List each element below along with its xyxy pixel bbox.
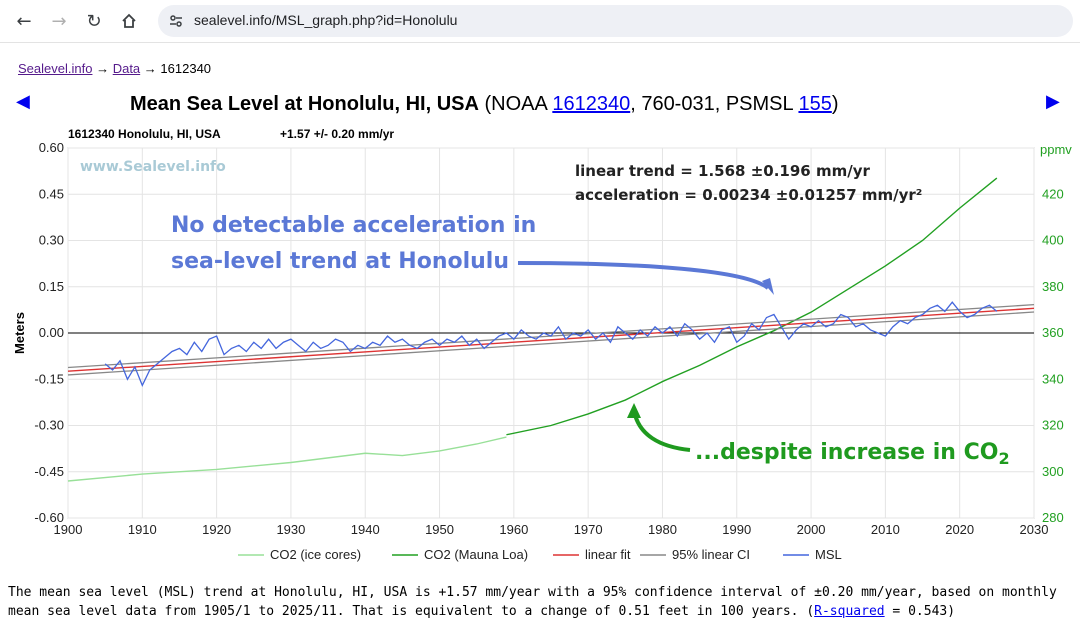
breadcrumb: Sealevel.info → Data → 1612340 bbox=[18, 61, 211, 76]
title-text: ) bbox=[831, 93, 839, 115]
summary-text: = 0.543) bbox=[884, 604, 956, 619]
series-msl bbox=[104, 301, 998, 388]
site-info-icon[interactable] bbox=[168, 13, 184, 29]
psmsl-station-link[interactable]: 155 bbox=[798, 93, 832, 115]
title-text: (NOAA bbox=[478, 93, 553, 115]
x-tick-label: 2010 bbox=[871, 522, 900, 537]
legend-label: CO2 (ice cores) bbox=[270, 547, 361, 562]
breadcrumb-separator: → bbox=[143, 61, 157, 76]
y2-tick-label: 360 bbox=[1042, 325, 1064, 340]
x-tick-label: 1930 bbox=[276, 522, 305, 537]
series-95-linear-ci-lower bbox=[67, 311, 1035, 376]
address-bar[interactable]: sealevel.info/MSL_graph.php?id=Honolulu bbox=[158, 5, 1073, 37]
y2-tick-label: 280 bbox=[1042, 510, 1064, 525]
y-tick-label: -0.60 bbox=[34, 510, 64, 525]
trend-summary: The mean sea level (MSL) trend at Honolu… bbox=[8, 583, 1074, 621]
title-text: , 760-031, PSMSL bbox=[630, 93, 799, 115]
annotation-arrow-msl bbox=[517, 261, 770, 290]
x-tick-label: 1910 bbox=[128, 522, 157, 537]
chart-header-rate: +1.57 +/- 0.20 mm/yr bbox=[280, 127, 394, 141]
y2-tick-label: 300 bbox=[1042, 464, 1064, 479]
back-arrow-icon[interactable]: ← bbox=[16, 10, 32, 32]
acceleration-label: acceleration = 0.00234 ±0.01257 mm/yr² bbox=[575, 186, 922, 204]
y-axis-label: Meters bbox=[12, 312, 27, 354]
annotation-no-acceleration-line2: sea-level trend at Honolulu bbox=[171, 249, 509, 274]
annotation-arrowhead-msl bbox=[762, 278, 774, 295]
y-tick-label: -0.15 bbox=[34, 371, 64, 386]
breadcrumb-data-link[interactable]: Data bbox=[112, 61, 141, 76]
x-tick-label: 2030 bbox=[1020, 522, 1049, 537]
summary-text: The mean sea level (MSL) trend at Honolu… bbox=[8, 585, 1057, 619]
page-title: Mean Sea Level at Honolulu, HI, USA (NOA… bbox=[130, 93, 839, 116]
x-tick-label: 1990 bbox=[722, 522, 751, 537]
x-tick-label: 1950 bbox=[425, 522, 454, 537]
annotation-co2-increase: ...despite increase in CO2 bbox=[695, 440, 1010, 468]
y-tick-label: 0.30 bbox=[39, 233, 64, 248]
tick-labels: 1900 1910 1920 1930 1940 1950 1960 1970 1980 1990… bbox=[34, 140, 1063, 537]
reload-icon[interactable]: ↻ bbox=[86, 10, 102, 32]
series-linear-fit bbox=[67, 307, 1035, 372]
x-tick-label: 1970 bbox=[574, 522, 603, 537]
breadcrumb-home-link[interactable]: Sealevel.info bbox=[18, 61, 93, 76]
watermark: www.Sealevel.info bbox=[80, 159, 226, 175]
y-tick-label: -0.45 bbox=[34, 464, 64, 479]
x-tick-label: 1900 bbox=[54, 522, 83, 537]
y2-tick-label: 400 bbox=[1042, 233, 1064, 248]
x-tick-label: 1960 bbox=[499, 522, 528, 537]
legend-label: CO2 (Mauna Loa) bbox=[424, 547, 528, 562]
y-tick-label: 0.45 bbox=[39, 186, 64, 201]
breadcrumb-separator: → bbox=[96, 61, 110, 76]
url-text[interactable]: sealevel.info/MSL_graph.php?id=Honolulu bbox=[194, 12, 458, 28]
breadcrumb-current: 1612340 bbox=[160, 61, 212, 76]
previous-station-arrow-icon[interactable]: ◀ bbox=[16, 91, 30, 112]
series-co2-mauna-loa bbox=[506, 177, 998, 436]
y-tick-label: -0.30 bbox=[34, 418, 64, 433]
title-station: Mean Sea Level at Honolulu, HI, USA bbox=[130, 93, 479, 115]
x-tick-label: 2020 bbox=[945, 522, 974, 537]
x-tick-label: 1940 bbox=[351, 522, 380, 537]
r-squared-link[interactable]: R-squared bbox=[814, 604, 885, 619]
sea-level-chart: 1900 1910 1920 1930 1940 1950 1960 1970 1980 1990… bbox=[12, 127, 1072, 562]
y2-tick-label: 420 bbox=[1042, 186, 1064, 201]
series-co2-ice-cores bbox=[67, 436, 507, 482]
y-tick-label: 0.60 bbox=[39, 140, 64, 155]
forward-arrow-icon[interactable]: → bbox=[51, 10, 67, 32]
series-layer bbox=[67, 177, 1035, 482]
annotation-no-acceleration-line1: No detectable acceleration in bbox=[171, 213, 536, 238]
legend: CO2 (ice cores) CO2 (Mauna Loa) linear fit… bbox=[238, 547, 842, 562]
home-icon[interactable] bbox=[117, 9, 141, 33]
y2-axis-label: ppmv bbox=[1040, 142, 1072, 157]
y-tick-label: 0.00 bbox=[39, 325, 64, 340]
noaa-station-link[interactable]: 1612340 bbox=[552, 93, 631, 115]
chart-header-station: 1612340 Honolulu, HI, USA bbox=[68, 127, 221, 141]
y2-tick-label: 320 bbox=[1042, 418, 1064, 433]
next-station-arrow-icon[interactable]: ▶ bbox=[1046, 91, 1060, 112]
legend-label: MSL bbox=[815, 547, 842, 562]
y2-tick-label: 380 bbox=[1042, 279, 1064, 294]
y-tick-label: 0.15 bbox=[39, 279, 64, 294]
linear-trend-label: linear trend = 1.568 ±0.196 mm/yr bbox=[575, 162, 870, 180]
browser-toolbar: ← → ↻ sealevel.info/MSL_graph.php?id=Hon… bbox=[0, 0, 1080, 43]
y2-tick-label: 340 bbox=[1042, 371, 1064, 386]
x-tick-label: 1980 bbox=[648, 522, 677, 537]
legend-label: 95% linear CI bbox=[672, 547, 750, 562]
annotation-arrowhead-co2 bbox=[627, 403, 641, 418]
x-tick-label: 2000 bbox=[797, 522, 826, 537]
legend-label: linear fit bbox=[585, 547, 631, 562]
x-tick-label: 1920 bbox=[202, 522, 231, 537]
